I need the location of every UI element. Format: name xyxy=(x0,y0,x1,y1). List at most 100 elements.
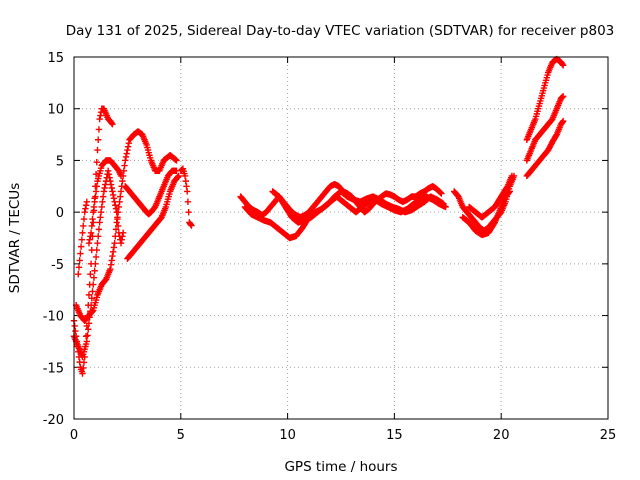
data-point xyxy=(105,171,113,178)
data-point xyxy=(188,222,195,229)
series-trace-3 xyxy=(72,128,180,324)
data-point xyxy=(95,233,102,240)
data-point xyxy=(114,208,122,216)
data-point xyxy=(97,112,104,119)
data-point xyxy=(96,219,103,226)
data-point xyxy=(559,118,566,126)
data-point xyxy=(93,158,100,166)
y-tick-label: -15 xyxy=(43,361,64,376)
data-point xyxy=(438,190,445,197)
data-point xyxy=(86,236,93,243)
data-point xyxy=(93,246,100,254)
data-point xyxy=(90,203,98,211)
data-point xyxy=(90,281,97,288)
data-point xyxy=(90,208,97,216)
data-point xyxy=(111,239,118,247)
data-point xyxy=(119,177,126,185)
chart-title: Day 131 of 2025, Sidereal Day-to-day VTE… xyxy=(66,23,615,39)
y-tick-label: 15 xyxy=(47,51,64,66)
plot-frame xyxy=(73,56,609,420)
data-point xyxy=(88,295,95,302)
data-point xyxy=(112,202,119,209)
data-point xyxy=(112,226,120,233)
data-point xyxy=(72,327,79,335)
y-tick-label: 5 xyxy=(56,154,64,169)
x-axis-label: GPS time / hours xyxy=(284,459,397,475)
data-point xyxy=(97,214,104,221)
data-point xyxy=(117,188,125,195)
data-point xyxy=(110,244,118,251)
data-point xyxy=(552,132,560,139)
x-tick-label: 15 xyxy=(386,428,403,443)
data-point xyxy=(76,257,83,264)
data-point xyxy=(173,157,180,164)
data-point xyxy=(90,219,97,226)
data-point xyxy=(107,265,114,273)
data-point xyxy=(92,260,99,268)
data-point xyxy=(92,253,100,261)
data-point xyxy=(106,174,113,181)
x-tick-label: 5 xyxy=(177,428,185,443)
data-point xyxy=(87,271,94,278)
data-point xyxy=(85,239,93,247)
data-point xyxy=(122,153,130,161)
data-point xyxy=(184,188,191,195)
y-tick-label: 0 xyxy=(56,206,64,221)
data-point xyxy=(85,326,92,333)
data-point xyxy=(503,184,511,191)
data-point xyxy=(92,193,99,200)
data-point xyxy=(93,183,100,190)
data-point xyxy=(107,261,115,268)
data-point xyxy=(82,333,90,340)
series-trace-11 xyxy=(269,188,449,226)
data-point xyxy=(104,167,112,174)
series-trace-8 xyxy=(177,165,195,229)
data-point xyxy=(91,198,98,205)
data-point xyxy=(116,198,123,205)
data-point xyxy=(113,219,120,226)
data-point xyxy=(77,250,84,257)
data-point xyxy=(508,172,516,180)
data-point xyxy=(181,172,189,180)
data-point xyxy=(88,222,95,230)
data-point xyxy=(89,288,96,295)
data-point xyxy=(81,208,88,216)
series-trace-16 xyxy=(523,93,567,164)
data-point xyxy=(90,274,98,281)
data-point xyxy=(559,61,566,68)
series-trace-7 xyxy=(124,172,182,262)
data-points xyxy=(70,55,567,377)
y-tick-label: 10 xyxy=(47,103,64,118)
data-point xyxy=(80,215,88,223)
x-tick-label: 0 xyxy=(70,428,78,443)
series-trace-5 xyxy=(85,157,125,247)
data-point xyxy=(85,320,93,327)
data-point xyxy=(95,126,103,133)
data-point xyxy=(82,202,90,209)
data-point xyxy=(109,121,116,128)
data-point xyxy=(175,172,182,180)
series-trace-2 xyxy=(70,167,127,361)
data-point xyxy=(94,146,101,154)
x-tick-label: 20 xyxy=(493,428,510,443)
data-point xyxy=(89,215,96,223)
data-point xyxy=(559,93,567,100)
data-point xyxy=(108,257,115,264)
data-point xyxy=(109,191,117,199)
data-point xyxy=(80,364,87,372)
data-point xyxy=(183,183,190,190)
data-point xyxy=(121,162,128,169)
series-trace-14 xyxy=(465,172,516,221)
data-point xyxy=(125,139,133,147)
x-tick-label: 25 xyxy=(600,428,617,443)
data-point xyxy=(108,119,115,127)
data-point xyxy=(117,193,124,200)
data-point xyxy=(109,248,117,255)
data-point xyxy=(101,184,108,192)
data-point xyxy=(85,291,93,299)
data-point xyxy=(71,322,78,330)
series-trace-15 xyxy=(523,55,567,143)
x-tick-label: 10 xyxy=(279,428,296,443)
data-point xyxy=(75,271,82,278)
